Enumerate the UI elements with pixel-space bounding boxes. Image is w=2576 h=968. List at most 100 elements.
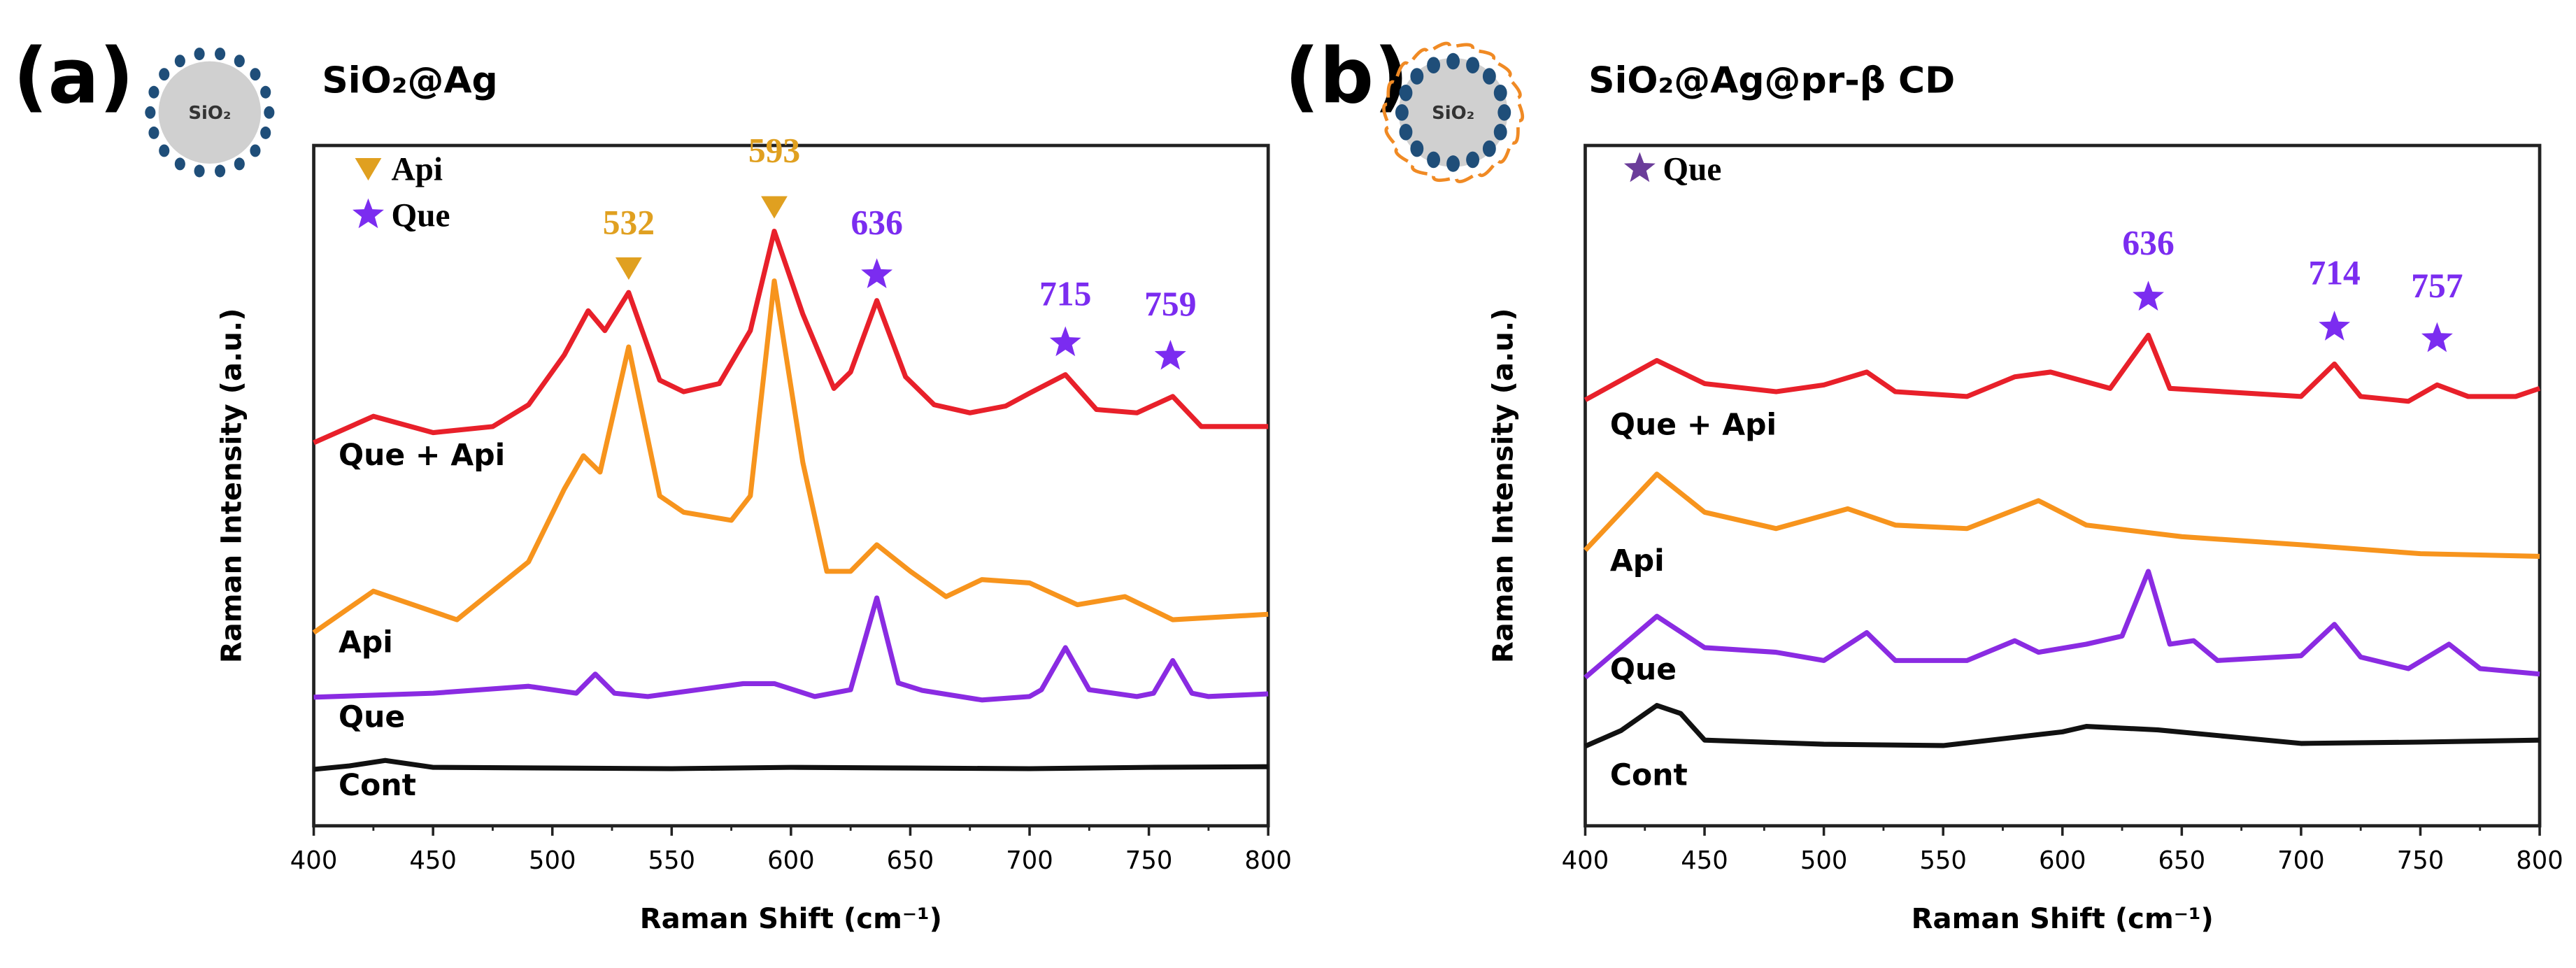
series-line-que [313,595,1269,703]
y-axis-label: Raman Intensity (a.u.) [1488,308,1520,664]
ligand-shape [1384,125,1395,144]
star-marker-icon [861,258,893,288]
peak-label: 532 [603,203,655,241]
x-axis-label: Raman Shift (cm⁻¹) [1912,903,2214,935]
chart-title: SiO₂@Ag@pr-β CD [1588,59,1955,101]
silver-dot [1446,155,1460,172]
silver-dot [1497,104,1511,121]
x-tick-label: 700 [1006,846,1053,875]
peak-label: 714 [2308,253,2360,292]
x-tick-label: 600 [2039,846,2086,875]
series-label: Que [339,701,405,735]
x-axis-label: Raman Shift (cm⁻¹) [640,903,942,935]
series-label: Que + Api [1610,408,1777,442]
chart-title: SiO₂@Ag [322,59,497,101]
x-tick-label: 400 [1562,846,1609,875]
x-tick-label: 800 [2516,846,2563,875]
silver-dot [1446,52,1460,70]
x-tick-label: 650 [887,846,934,875]
x-tick-label: 500 [1800,846,1848,875]
ligand-shape [1456,43,1474,50]
nanoparticle-icon: SiO₂ [145,48,275,178]
series-label: Que [1610,653,1677,688]
series-line-que-api [313,229,1269,446]
silver-dot [1482,140,1496,157]
triangle-marker-icon [761,196,788,219]
silver-dot [1493,84,1507,101]
particle-label: SiO₂ [188,103,231,124]
peak-label: 593 [748,131,800,169]
series-label: Cont [1610,758,1688,792]
ligand-shape [1394,147,1409,163]
x-tick-label: 500 [529,846,576,875]
silica-core [158,61,262,164]
silver-dot [215,48,226,61]
peak-label: 757 [2411,266,2463,305]
ligand-shape [1386,80,1395,98]
series-line-cont [313,757,1269,772]
series-label: Api [339,626,393,660]
silver-dot [234,55,245,68]
x-tick-label: 750 [2397,846,2445,875]
peak-label: 636 [2122,224,2174,262]
silver-dot [174,55,185,68]
silver-dot [1466,151,1480,169]
silver-dot [215,164,226,178]
star-marker-icon [2421,322,2453,353]
silver-dot [194,48,205,61]
silver-dot [1493,124,1507,141]
panel-label: (a) [13,32,134,121]
y-axis-label: Raman Intensity (a.u.) [216,308,248,664]
silver-dot [1482,68,1496,85]
silver-dot [1427,151,1441,169]
ligand-shape [1411,48,1429,61]
panel-a: (a) SiO₂@Ag SiO₂ Que + Api Api Que Cont 532 593 6… [13,32,1292,935]
ligand-shape [1455,174,1474,183]
nanoparticle-icon: SiO₂ [1382,41,1525,183]
series-line-que [1584,569,2540,680]
legend-star-icon [353,198,384,229]
triangle-marker-icon [615,257,642,280]
silver-dot [148,85,159,99]
series-label: Cont [339,769,416,803]
series-label: Api [1610,544,1665,578]
x-tick-label: 700 [2277,846,2325,875]
x-tick-label: 550 [648,846,695,875]
legend-star-icon [1623,152,1656,183]
ligand-shape [1382,102,1389,122]
ligand-shape [1395,61,1409,77]
x-tick-label: 750 [1125,846,1173,875]
panel-b: (b) SiO₂@Ag@pr-β CD SiO₂ Que + Api Api Que Con… [1285,32,2563,935]
silver-dot [1466,57,1480,73]
star-marker-icon [2133,280,2164,311]
peak-label: 715 [1039,275,1091,313]
silver-dot [1399,124,1413,141]
silver-dot [194,164,205,178]
series-label: Que + Api [339,439,505,473]
silver-dot [1410,140,1424,157]
star-marker-icon [2319,311,2351,341]
silver-dot [1395,104,1409,121]
silver-dot [250,68,261,81]
series-line-cont [1584,703,2540,749]
star-marker-icon [1154,339,1186,370]
x-tick-label: 450 [409,846,457,875]
silver-dot [159,144,170,157]
ligand-shape [1479,49,1496,61]
silica-core [1398,57,1508,167]
legend-label: Api [392,152,443,188]
silver-dot [260,85,271,99]
silver-dot [174,157,185,171]
ligand-shape [1411,164,1428,176]
ligand-shape [1432,176,1451,183]
silver-dot [1399,84,1413,101]
x-tick-label: 550 [1919,846,1967,875]
series-line-que-api [1584,332,2541,404]
legend-triangle-icon [355,157,382,181]
silver-dot [250,144,261,157]
silver-dot [1410,68,1424,85]
series-line-api [1583,471,2540,559]
panel-label: (b) [1285,32,1409,121]
plot-frame [1584,143,2542,828]
